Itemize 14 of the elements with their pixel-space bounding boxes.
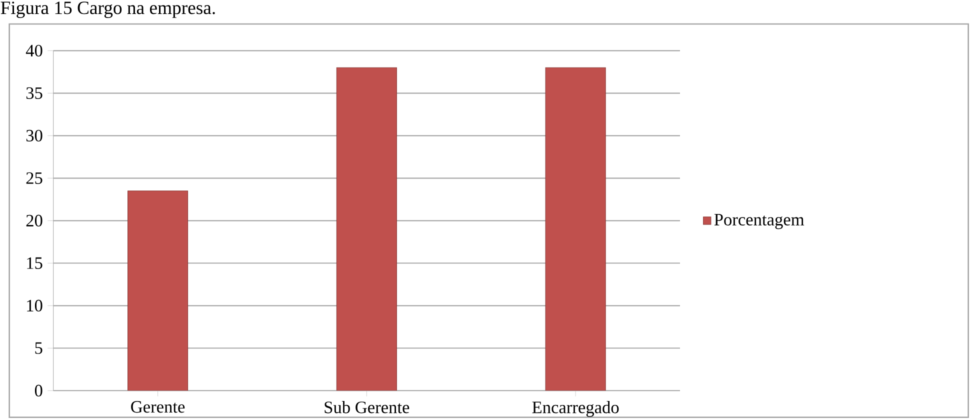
chart-title: Figura 15 Cargo na empresa. <box>0 2 215 18</box>
y-tick-label: 35 <box>26 87 42 99</box>
x-tick-label: Sub Gerente <box>324 401 410 414</box>
y-tick-label: 30 <box>26 130 42 142</box>
y-tick-label: 15 <box>27 257 42 269</box>
y-tick-label: 5 <box>35 342 42 354</box>
y-tick-label: 10 <box>27 300 42 312</box>
legend-label: Porcentagem <box>714 214 804 230</box>
x-tick-label: Encarregado <box>532 401 619 417</box>
y-tick-label: 0 <box>34 384 42 396</box>
y-tick-label: 25 <box>26 172 42 184</box>
y-tick-label: 20 <box>26 214 42 226</box>
y-tick-label: 40 <box>26 44 42 57</box>
x-tick-label: Gerente <box>131 401 185 413</box>
